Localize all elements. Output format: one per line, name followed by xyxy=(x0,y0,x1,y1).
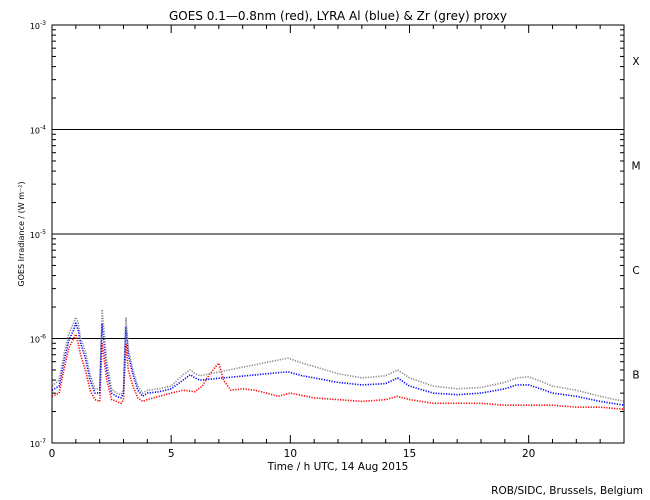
y-tick-exp-4: -3 xyxy=(40,20,46,27)
y-tick-label-2: 10-5 xyxy=(30,229,46,240)
y-tick-base-0: 10 xyxy=(30,440,40,449)
x-axis-label: Time / h UTC, 14 Aug 2015 xyxy=(267,461,409,473)
flare-class-label-3: X xyxy=(632,56,639,68)
y-tick-exp-1: -6 xyxy=(40,334,46,341)
x-tick-label-3: 15 xyxy=(403,448,416,460)
y-tick-exp-0: -7 xyxy=(40,438,46,445)
y-tick-base-3: 10 xyxy=(30,127,40,136)
flare-class-label-2: M xyxy=(631,161,640,173)
x-tick-label-1: 5 xyxy=(168,448,175,460)
y-tick-label-3: 10-4 xyxy=(30,125,46,136)
y-tick-label-4: 10-3 xyxy=(30,20,46,31)
y-tick-base-1: 10 xyxy=(30,336,40,345)
y-tick-exp-3: -4 xyxy=(40,125,46,132)
flare-class-label-1: C xyxy=(632,265,639,277)
series-line-0 xyxy=(51,333,625,411)
x-tick-label-0: 0 xyxy=(49,448,56,460)
x-tick-label-2: 10 xyxy=(284,448,297,460)
x-tick-label-4: 20 xyxy=(522,448,535,460)
flare-class-label-0: B xyxy=(632,370,639,382)
y-axis-label: GOES Irradiance / (W m⁻²) xyxy=(17,181,26,286)
credit-text: ROB/SIDC, Brussels, Belgium xyxy=(491,485,643,497)
y-tick-label-1: 10-6 xyxy=(30,334,46,345)
y-tick-base-4: 10 xyxy=(30,22,40,31)
y-tick-exp-2: -5 xyxy=(40,229,46,236)
chart-title: GOES 0.1—0.8nm (red), LYRA Al (blue) & Z… xyxy=(169,9,507,23)
y-tick-base-2: 10 xyxy=(30,231,40,240)
series-layer xyxy=(51,308,625,411)
flare-class-lines xyxy=(52,129,624,339)
y-tick-label-0: 10-7 xyxy=(30,438,46,449)
series-line-1 xyxy=(51,322,625,406)
